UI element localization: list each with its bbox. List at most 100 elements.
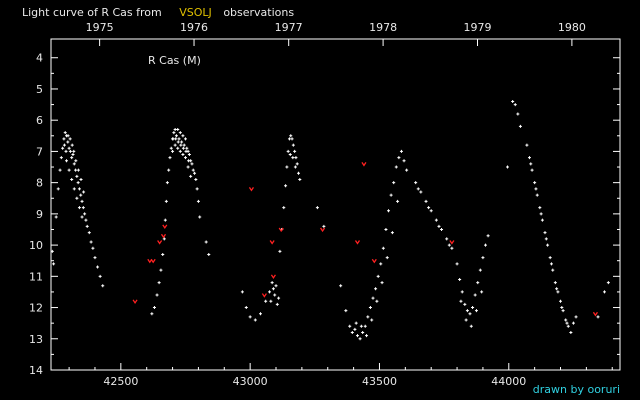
data-point-visual bbox=[394, 165, 398, 169]
data-point-visual bbox=[516, 112, 520, 116]
data-point-visual bbox=[434, 218, 438, 222]
data-point-visual bbox=[424, 199, 428, 203]
data-point-visual bbox=[178, 149, 182, 153]
data-point-visual bbox=[468, 312, 472, 316]
year-label: 1976 bbox=[180, 21, 208, 34]
data-point-visual bbox=[529, 162, 533, 166]
data-point-visual bbox=[56, 187, 60, 191]
data-point-visual bbox=[486, 234, 490, 238]
data-point-visual bbox=[64, 149, 68, 153]
data-point-visual bbox=[463, 302, 467, 306]
data-point-visual bbox=[80, 199, 84, 203]
data-point-visual bbox=[565, 321, 569, 325]
data-point-visual bbox=[72, 149, 76, 153]
data-point-visual bbox=[539, 212, 543, 216]
data-point-visual bbox=[271, 287, 275, 291]
data-point-visual bbox=[77, 187, 81, 191]
data-point-visual bbox=[171, 137, 175, 141]
data-point-visual bbox=[176, 128, 180, 132]
year-label: 1975 bbox=[86, 21, 114, 34]
data-point-visual bbox=[464, 318, 468, 322]
data-point-visual bbox=[195, 187, 199, 191]
data-point-visual bbox=[275, 302, 279, 306]
data-point-other bbox=[162, 224, 168, 230]
data-point-visual bbox=[363, 324, 367, 328]
data-point-visual bbox=[538, 206, 542, 210]
star-annotation: R Cas (M) bbox=[148, 54, 201, 67]
data-point-visual bbox=[274, 284, 278, 288]
data-point-visual bbox=[469, 324, 473, 328]
data-point-other bbox=[270, 274, 276, 279]
data-point-visual bbox=[277, 296, 281, 300]
data-point-visual bbox=[561, 309, 565, 313]
x-tick-label: 43000 bbox=[233, 375, 268, 388]
data-point-visual bbox=[358, 337, 362, 341]
data-point-visual bbox=[402, 159, 406, 163]
data-point-visual bbox=[162, 237, 166, 241]
data-point-visual bbox=[62, 143, 66, 147]
data-point-visual bbox=[533, 181, 537, 185]
data-point-visual bbox=[606, 281, 610, 285]
data-point-visual bbox=[75, 174, 79, 178]
title-suffix: observations bbox=[223, 6, 294, 19]
data-point-visual bbox=[72, 187, 76, 191]
data-point-visual bbox=[368, 306, 372, 310]
data-point-visual bbox=[83, 212, 87, 216]
data-point-visual bbox=[511, 99, 515, 103]
data-point-visual bbox=[81, 206, 85, 210]
data-point-visual bbox=[191, 168, 195, 172]
data-point-visual bbox=[385, 256, 389, 260]
data-point-visual bbox=[478, 268, 482, 272]
y-axis-ticks: 4 5 6 7 8 9 10 11 12 13 14 bbox=[29, 52, 620, 377]
data-point-visual bbox=[244, 306, 248, 310]
data-point-other bbox=[160, 233, 167, 239]
data-point-visual bbox=[390, 231, 394, 235]
year-label: 1980 bbox=[558, 21, 586, 34]
data-point-visual bbox=[66, 134, 70, 138]
data-point-visual bbox=[67, 168, 71, 172]
year-label: 1977 bbox=[275, 21, 303, 34]
data-point-visual bbox=[89, 240, 93, 244]
data-point-visual bbox=[289, 134, 293, 138]
data-point-visual bbox=[177, 137, 181, 141]
data-point-visual bbox=[189, 174, 193, 178]
data-point-visual bbox=[543, 231, 547, 235]
data-point-visual bbox=[270, 281, 274, 285]
data-point-visual bbox=[82, 190, 86, 194]
data-point-visual bbox=[159, 268, 163, 272]
data-point-visual bbox=[525, 143, 529, 147]
data-point-visual bbox=[440, 227, 444, 231]
data-point-visual bbox=[190, 162, 194, 166]
data-point-visual bbox=[207, 252, 211, 256]
data-point-other bbox=[261, 293, 267, 298]
data-point-visual bbox=[75, 196, 79, 200]
data-point-visual bbox=[384, 227, 388, 231]
data-point-visual bbox=[180, 140, 184, 144]
plot-frame bbox=[50, 38, 621, 371]
data-point-visual bbox=[450, 246, 454, 250]
data-point-visual bbox=[169, 146, 173, 150]
data-point-visual bbox=[72, 162, 76, 166]
data-point-visual bbox=[355, 334, 359, 338]
data-point-visual bbox=[297, 171, 301, 175]
data-point-visual bbox=[181, 146, 185, 150]
data-point-visual bbox=[437, 224, 441, 228]
data-point-visual bbox=[548, 256, 552, 260]
data-point-visual bbox=[315, 206, 319, 210]
data-point-visual bbox=[513, 103, 517, 107]
data-point-visual bbox=[555, 287, 559, 291]
y-tick-label: 6 bbox=[36, 114, 43, 127]
data-point-visual bbox=[173, 143, 177, 147]
data-point-visual bbox=[253, 318, 257, 322]
data-point-visual bbox=[76, 181, 80, 185]
data-point-visual bbox=[186, 165, 190, 169]
data-point-visual bbox=[74, 159, 78, 163]
data-point-visual bbox=[171, 149, 175, 153]
data-point-visual bbox=[165, 181, 169, 185]
y-tick-label: 14 bbox=[29, 364, 43, 377]
data-point-visual bbox=[157, 281, 161, 285]
data-point-visual bbox=[553, 281, 557, 285]
data-point-visual bbox=[399, 149, 403, 153]
credit-label: drawn by ooruri bbox=[533, 383, 620, 396]
